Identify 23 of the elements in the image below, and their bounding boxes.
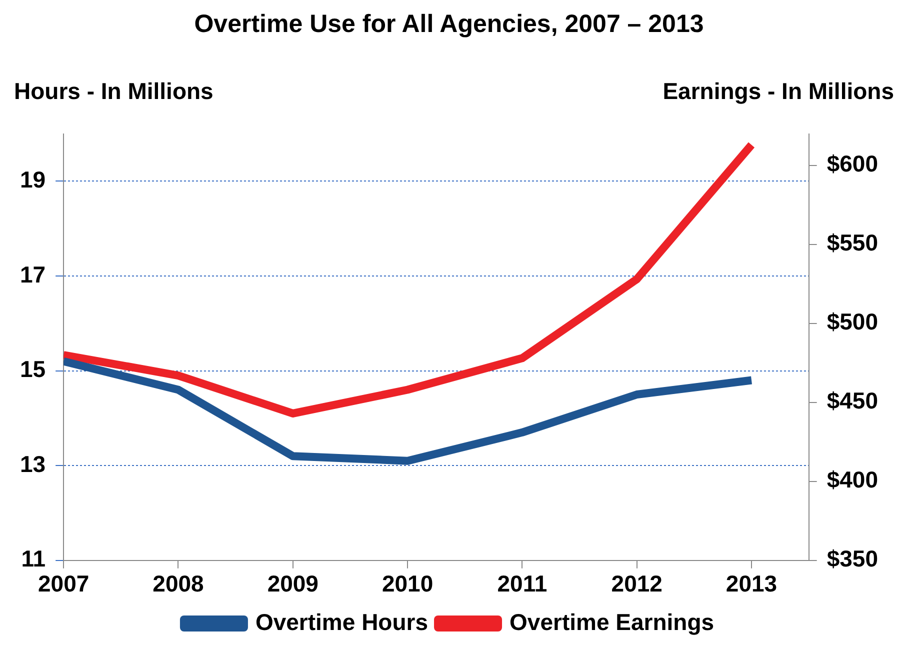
- y2-axis-title: Earnings - In Millions: [662, 78, 894, 105]
- x-tick-label: 2009: [267, 570, 318, 597]
- y-tick-label: 13: [20, 450, 46, 477]
- legend-label: Overtime Earnings: [510, 608, 714, 635]
- y-tick-label: 11: [21, 546, 46, 572]
- x-tick-label: 2010: [382, 570, 434, 597]
- y2-tick-label: $600: [826, 150, 878, 177]
- y-tick-label: 17: [20, 261, 46, 288]
- x-tick-label: 2008: [152, 570, 204, 597]
- x-tick-label: 2012: [611, 570, 662, 597]
- y2-tick-label: $500: [826, 308, 878, 335]
- y-tick-label: 19: [20, 166, 46, 193]
- y-tick-label: 15: [20, 356, 46, 382]
- y2-tick-label: $400: [826, 466, 878, 493]
- y2-tick-label: $550: [826, 230, 878, 256]
- y-axis-title: Hours - In Millions: [14, 78, 214, 105]
- x-tick-label: 2011: [497, 570, 548, 597]
- x-tick-label: 2013: [726, 570, 778, 597]
- chart-title: Overtime Use for All Agencies, 2007 – 2013: [193, 10, 705, 39]
- legend-label: Overtime Hours: [255, 608, 428, 635]
- y2-tick-label: $450: [826, 388, 878, 414]
- y2-tick-label: $350: [826, 546, 878, 572]
- x-tick-label: 2007: [38, 570, 90, 597]
